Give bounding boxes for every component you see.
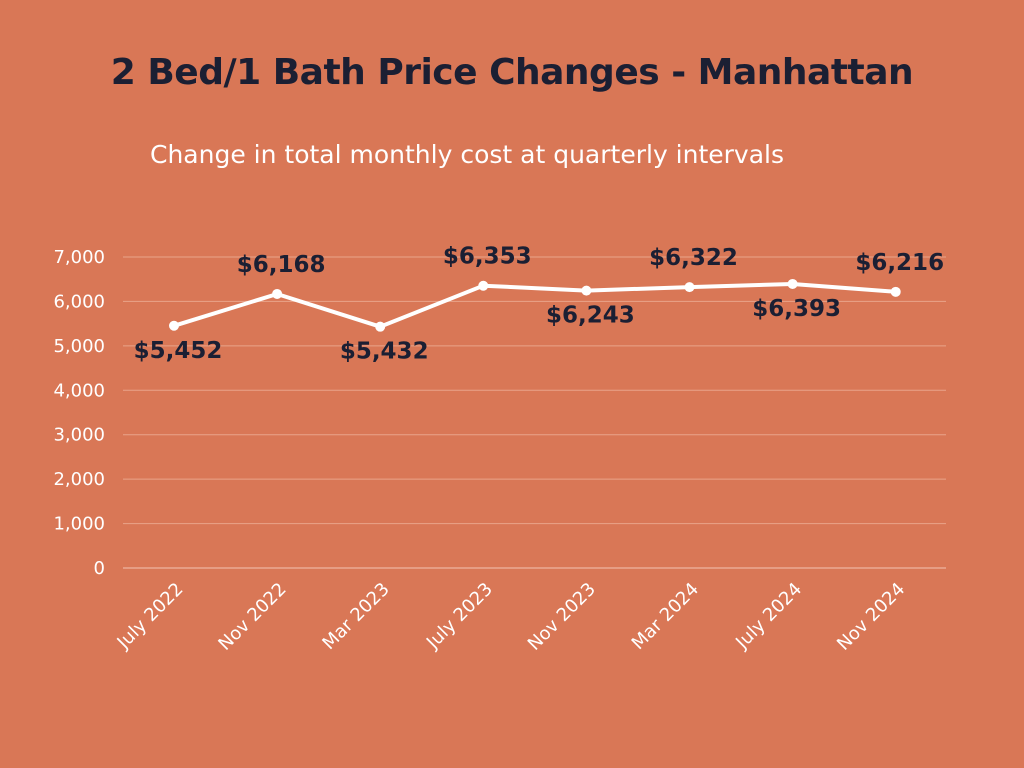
x-tick-label-nov-2024: Nov 2024 (833, 579, 909, 655)
chart-title: 2 Bed/1 Bath Price Changes - Manhattan (110, 52, 914, 93)
data-label-nov-2022: $6,168 (237, 252, 326, 278)
data-label-july-2024: $6,393 (752, 296, 841, 322)
data-point-mar-2023 (375, 321, 386, 332)
data-label-july-2022: $5,452 (134, 338, 223, 364)
y-tick-label-7000: 7,000 (53, 247, 105, 268)
x-tick-label-mar-2023: Mar 2023 (318, 579, 393, 654)
x-tick-label-nov-2022: Nov 2022 (215, 579, 291, 655)
data-labels: $5,452 $6,168 $5,432 $6,353 $6,243 $6,322 $6,3… (134, 244, 944, 365)
x-tick-label-mar-2024: Mar 2024 (628, 579, 703, 654)
y-tick-label-0: 0 (94, 558, 105, 579)
data-point-nov-2024 (890, 286, 901, 297)
data-point-july-2024 (787, 278, 798, 289)
data-point-nov-2022 (272, 288, 283, 299)
x-tick-label-nov-2023: Nov 2023 (524, 579, 600, 655)
grid-lines (123, 256, 946, 569)
y-tick-label-4000: 4,000 (53, 380, 105, 401)
x-axis-ticks: July 2022 Nov 2022 Mar 2023 July 2023 Nov 20… (113, 579, 910, 655)
x-tick-label-july-2023: July 2023 (422, 579, 497, 654)
data-label-mar-2024: $6,322 (649, 245, 738, 271)
data-point-july-2022 (169, 320, 179, 331)
data-label-nov-2023: $6,243 (546, 303, 635, 329)
y-axis-ticks: 0 1,000 2,000 3,000 4,000 5,000 6,000 7,000 (53, 247, 105, 579)
chart-subtitle: Change in total monthly cost at quarterl… (150, 140, 785, 169)
data-point-mar-2024 (684, 282, 695, 293)
data-label-nov-2024: $6,216 (855, 250, 944, 276)
y-tick-label-2000: 2,000 (53, 469, 105, 490)
x-tick-label-july-2022: July 2022 (113, 579, 188, 654)
data-label-mar-2023: $5,432 (340, 339, 429, 365)
series-line (172, 282, 898, 329)
y-tick-label-5000: 5,000 (53, 336, 105, 357)
y-tick-label-1000: 1,000 (53, 514, 105, 535)
data-point-july-2023 (478, 280, 489, 291)
y-tick-label-3000: 3,000 (53, 425, 105, 446)
data-point-nov-2023 (581, 285, 592, 296)
y-tick-label-6000: 6,000 (53, 291, 105, 312)
x-tick-label-july-2024: July 2024 (731, 579, 806, 654)
series-layer (169, 278, 901, 332)
data-label-july-2023: $6,353 (443, 244, 532, 270)
